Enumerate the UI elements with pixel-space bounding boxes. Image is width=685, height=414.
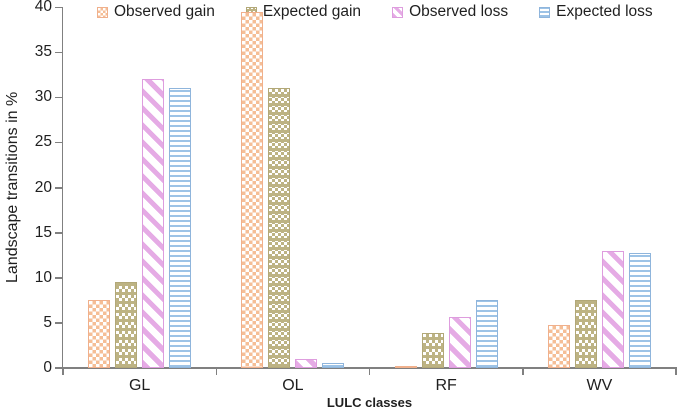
category-label-gl: GL — [128, 377, 151, 394]
bar-rf-expected-gain — [421, 332, 444, 368]
x-tick — [62, 368, 64, 375]
bar-ol-expected-gain — [268, 88, 291, 368]
x-tick — [215, 368, 217, 375]
y-tick-label: 5 — [43, 313, 52, 331]
bar-ol-observed-loss — [295, 358, 318, 368]
y-tick-label: 30 — [34, 88, 52, 106]
bar-ol-observed-gain — [241, 12, 264, 368]
bar-ol-expected-loss — [322, 362, 345, 368]
y-tick — [55, 141, 62, 144]
y-tick-label: 20 — [34, 178, 52, 196]
category-label-ol: OL — [282, 377, 304, 394]
legend-label-expected-loss: Expected loss — [556, 3, 653, 20]
bar-rf-observed-loss — [448, 317, 471, 368]
y-tick — [55, 322, 62, 324]
bar-gl-expected-loss — [169, 88, 192, 368]
y-tick — [55, 187, 62, 189]
bar-wv-expected-gain — [574, 300, 597, 368]
y-tick — [55, 232, 62, 234]
y-tick — [55, 367, 62, 369]
observed-loss-swatch-icon — [392, 6, 404, 18]
y-tick-label: 10 — [34, 268, 52, 286]
y-tick-label: 35 — [34, 43, 52, 61]
y-tick-label: 40 — [34, 0, 52, 15]
legend-label-expected-gain: Expected gain — [262, 3, 362, 20]
bar-wv-observed-loss — [601, 250, 624, 368]
legend-item-expected-loss: Expected loss — [539, 3, 653, 21]
y-tick-label: 15 — [34, 223, 52, 241]
y-tick-label: 25 — [34, 133, 52, 151]
legend-label-observed-gain: Observed gain — [114, 3, 215, 20]
bar-rf-expected-loss — [475, 300, 498, 368]
legend-item-observed-loss: Observed loss — [392, 3, 508, 21]
y-tick-label: 0 — [43, 359, 52, 376]
y-tick — [55, 6, 62, 8]
y-axis-line — [61, 7, 63, 369]
category-label-wv: WV — [586, 377, 613, 394]
x-axis-title: LULC classes — [326, 395, 413, 410]
bar-rf-observed-gain — [394, 366, 417, 368]
legend: Observed gain Expected gain Observed los… — [97, 3, 653, 21]
x-tick — [368, 368, 371, 375]
y-tick — [55, 96, 62, 99]
legend-label-observed-loss: Observed loss — [409, 3, 509, 20]
x-axis-line — [55, 367, 677, 369]
bar-wv-expected-loss — [628, 253, 651, 368]
bar-gl-observed-gain — [88, 300, 111, 368]
bar-gl-expected-gain — [115, 282, 138, 368]
y-tick — [55, 51, 62, 54]
category-label-rf: RF — [435, 377, 457, 394]
expected-loss-swatch-icon — [539, 6, 551, 18]
x-tick — [522, 368, 524, 375]
y-tick — [55, 277, 62, 279]
bar-wv-observed-gain — [547, 324, 570, 368]
bar-gl-observed-loss — [142, 79, 165, 368]
plot-area — [63, 7, 676, 368]
x-tick — [675, 368, 677, 375]
legend-item-observed-gain: Observed gain — [97, 3, 215, 21]
observed-gain-swatch-icon — [97, 6, 108, 18]
